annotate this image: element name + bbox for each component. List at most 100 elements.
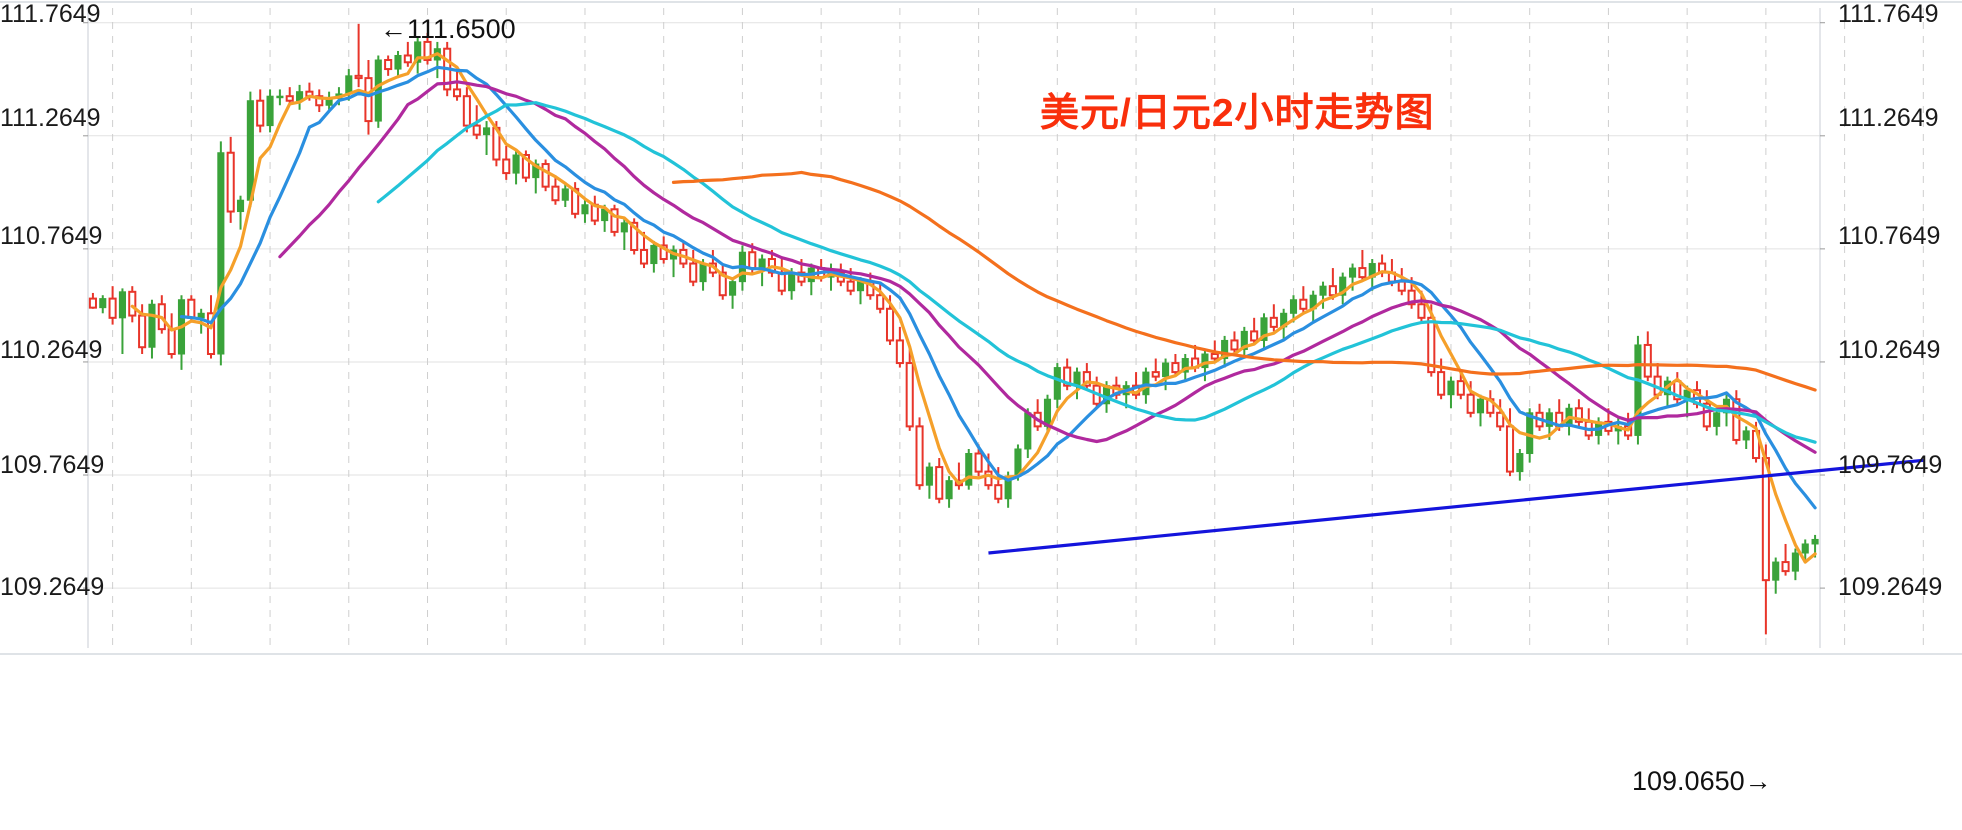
candle-body [895,339,904,365]
candle-body [561,188,569,201]
candle-body [364,77,373,123]
candle-body [1221,339,1229,360]
candle-body [423,40,432,62]
candle-body [610,208,619,233]
candle-body [1201,353,1209,369]
candle-body [777,271,786,292]
candle-body [1240,330,1248,350]
candle-body [1456,380,1465,396]
candle-body [88,297,97,309]
candle-body [521,153,530,179]
candle-body [1505,425,1515,473]
candle-body [551,185,560,202]
candle-body [315,95,324,107]
plot-background [88,8,1820,648]
candle-body [1466,393,1475,414]
candle-body [1742,430,1750,441]
candle-body [206,312,216,356]
candle-body [452,88,462,98]
candle-body [384,59,393,71]
y-axis-left-tick-2: 110.7649 [0,222,103,250]
candle-body [394,54,402,70]
candle-body [1210,353,1219,360]
candle-body [876,294,885,310]
candle-body [1634,344,1642,436]
candle-body [1260,317,1268,341]
candle-body [994,484,1003,500]
candle-body [846,280,855,292]
candle-body [246,100,254,201]
candle-body [1319,285,1327,296]
candle-body [502,158,511,175]
y-axis-right-tick-5: 109.2649 [1838,573,1943,601]
candle-body [1328,285,1337,297]
candle-body [354,74,363,80]
ma-blue [179,65,1817,510]
candle-body [1801,543,1809,554]
candle-body [1339,276,1347,296]
candle-body [581,204,589,215]
candle-body [1791,552,1799,572]
candle-body [1447,380,1455,396]
y-axis-right-tick-0: 111.7649 [1838,0,1939,28]
candle-body [1063,366,1072,387]
candle-body [285,95,294,102]
y-axis-left-tick-4: 109.7649 [0,451,105,479]
candle-body [1053,367,1061,400]
candle-body [512,154,520,174]
candle-body [256,99,265,127]
candle-body [925,466,933,486]
candle-body [1496,411,1505,428]
candle-body [699,263,707,283]
candle-body [483,127,491,136]
candle-body [472,124,481,136]
candle-body [414,41,422,63]
y-axis-left-tick-3: 110.2649 [0,336,103,364]
ma-darkorange [671,170,1817,392]
candle-body [1082,371,1091,387]
candle-body [905,362,914,428]
candle-body [718,271,727,297]
candle-body [462,95,471,127]
candle-body [1427,316,1436,374]
candle-body [1289,299,1298,314]
candle-body [1713,412,1721,427]
candle-body [1781,561,1790,573]
candle-body [541,163,550,188]
candle-body [984,470,993,487]
high-price-annotation: ←111.6500 [380,14,516,44]
candle-body [118,291,126,319]
candle-body [1407,289,1416,306]
candle-body [99,298,107,309]
candle-body [788,272,796,292]
candle-body [915,425,924,487]
candle-body [1162,362,1170,378]
candle-body [758,258,766,269]
candle-body [885,307,895,342]
candle-body [1358,267,1367,279]
candle-body [345,75,353,95]
candle-body [620,222,628,233]
ma-orange [130,52,1817,564]
candle-body [748,251,757,270]
candle-body [1250,330,1259,342]
candle-body [1772,561,1780,581]
y-axis-left-tick-0: 111.7649 [0,0,101,28]
candle-body [1545,412,1553,427]
candle-body [197,312,205,319]
y-axis-right-tick-2: 110.7649 [1838,222,1941,250]
candlestick-series [88,23,1819,635]
candle-body [630,221,639,251]
candle-body [965,453,973,486]
candle-body [1299,298,1308,310]
candle-body [1574,407,1583,423]
candle-body [650,244,658,265]
candle-body [974,452,983,473]
candle-body [1476,398,1485,414]
candle-body [276,95,284,99]
candle-body [659,244,668,261]
candle-body [187,298,196,319]
candle-body [1811,538,1819,545]
